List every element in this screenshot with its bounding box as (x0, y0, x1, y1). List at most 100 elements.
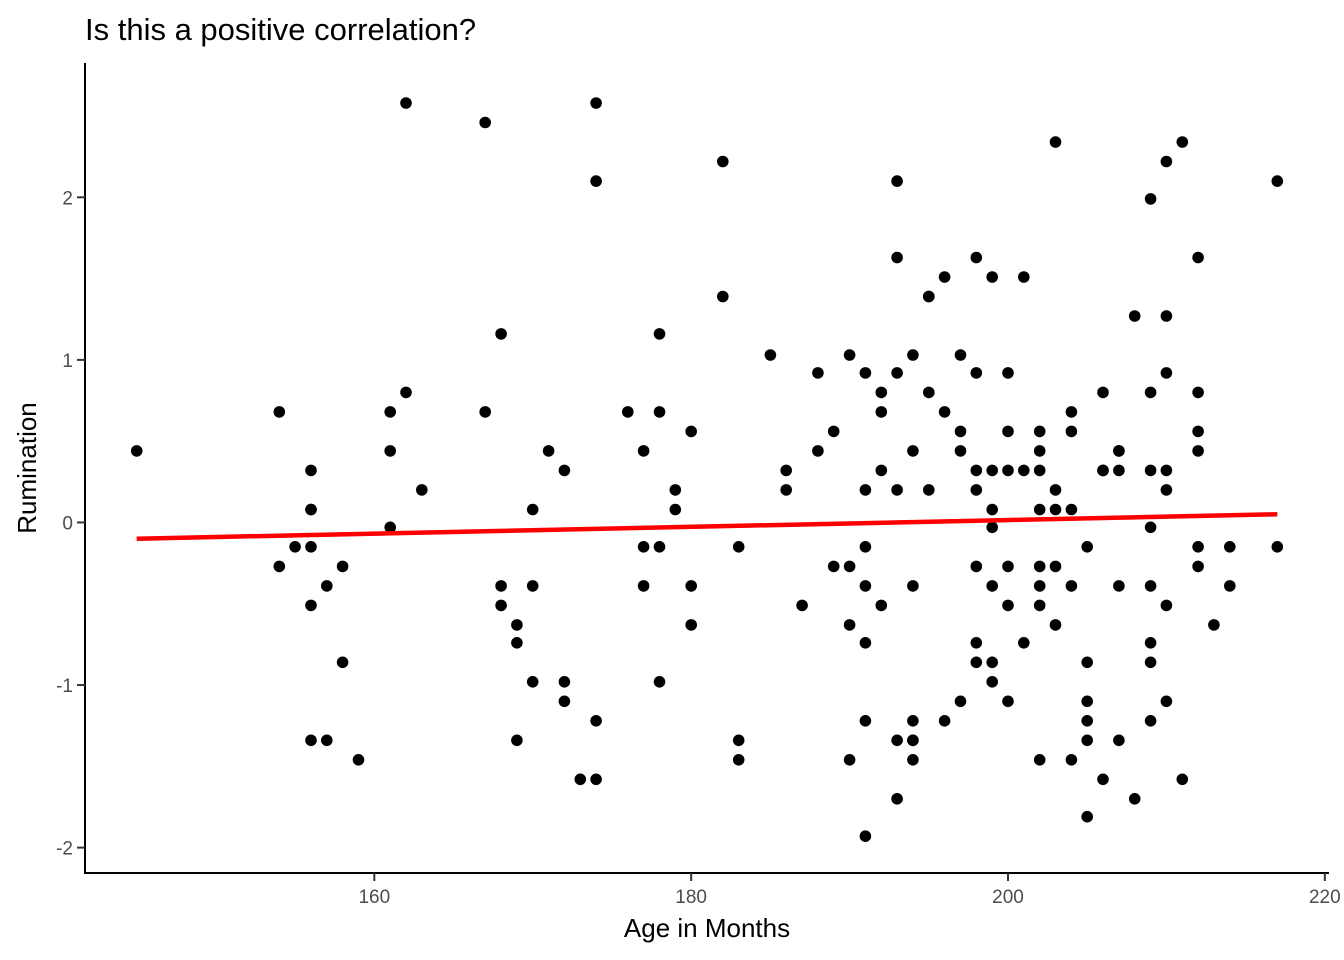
data-point (1192, 425, 1204, 438)
data-point (986, 271, 998, 283)
data-point (558, 695, 571, 708)
data-point (875, 386, 888, 399)
trend-layer (136, 512, 1278, 541)
data-point (495, 328, 507, 340)
data-point (558, 676, 571, 688)
data-point (1192, 541, 1204, 553)
data-point (907, 734, 919, 747)
data-point (416, 484, 428, 496)
data-point (1144, 656, 1157, 669)
data-point (1160, 695, 1173, 708)
data-point (907, 715, 919, 727)
data-point (970, 484, 983, 496)
data-point (1033, 580, 1046, 592)
data-point (812, 445, 824, 457)
data-point (590, 715, 602, 727)
data-point (1065, 425, 1078, 438)
data-point (1160, 310, 1173, 322)
data-point (827, 560, 840, 573)
data-point (970, 464, 983, 477)
chart-title: Is this a positive correlation? (85, 12, 476, 47)
data-point (1097, 773, 1109, 786)
data-point (1208, 619, 1220, 631)
data-point (1160, 464, 1173, 477)
data-point (923, 386, 935, 399)
x-tick-label: 160 (358, 887, 390, 908)
data-point (859, 367, 872, 379)
data-point (938, 406, 951, 418)
data-point (907, 580, 919, 592)
data-point (400, 386, 412, 399)
data-point (907, 754, 919, 766)
data-point (907, 445, 919, 457)
data-point (1192, 386, 1204, 399)
data-point (954, 425, 967, 438)
data-point (1097, 386, 1109, 399)
data-point (1113, 464, 1125, 477)
data-point (732, 734, 745, 747)
data-point (923, 290, 935, 303)
data-point (1049, 136, 1062, 148)
data-point (780, 484, 792, 496)
data-point (1033, 503, 1046, 516)
data-point (812, 367, 824, 379)
data-point (384, 406, 397, 418)
data-point (653, 406, 666, 418)
data-point (1128, 793, 1141, 805)
data-point (1081, 656, 1093, 669)
data-point (1081, 541, 1093, 553)
data-point (1144, 637, 1157, 649)
data-point (336, 560, 349, 573)
data-point (1271, 541, 1284, 553)
data-point (1018, 464, 1030, 477)
data-point (305, 503, 317, 516)
data-point (1160, 367, 1173, 379)
data-point (954, 445, 967, 457)
data-point (1113, 445, 1125, 457)
data-point (1144, 580, 1157, 592)
data-point (970, 560, 983, 573)
data-point (1144, 193, 1157, 205)
data-point (400, 97, 412, 109)
data-point (938, 715, 951, 727)
data-point (1018, 637, 1030, 649)
data-point (653, 328, 666, 340)
y-tick-label: 2 (62, 188, 73, 209)
data-point (970, 251, 983, 264)
data-point (1224, 580, 1236, 592)
data-point (717, 290, 729, 303)
data-point (986, 464, 998, 477)
y-tick-label: 1 (62, 351, 73, 372)
data-point (1049, 560, 1062, 573)
data-point (1192, 445, 1204, 457)
data-point (1018, 271, 1030, 283)
data-point (859, 830, 872, 842)
data-point (289, 541, 301, 553)
data-point (1002, 367, 1014, 379)
data-point (1081, 695, 1093, 708)
data-point (1081, 715, 1093, 727)
x-tick-label: 180 (675, 887, 707, 908)
x-axis-title: Age in Months (624, 913, 790, 943)
data-point (1065, 580, 1078, 592)
data-point (653, 676, 666, 688)
x-tick-label: 220 (1309, 887, 1341, 908)
data-point (875, 599, 888, 612)
data-point (1113, 580, 1125, 592)
data-point (511, 619, 523, 631)
data-point (526, 580, 539, 592)
data-point (1002, 425, 1014, 438)
y-tick-label: -2 (56, 839, 73, 860)
data-point (859, 541, 872, 553)
data-point (891, 793, 903, 805)
y-tick-label: -1 (56, 676, 73, 697)
data-point (986, 656, 998, 669)
y-axis-ticks: -2 -1 0 1 2 (56, 188, 85, 860)
data-point (637, 541, 650, 553)
data-point (1002, 560, 1014, 573)
data-point (1144, 386, 1157, 399)
data-point (827, 425, 840, 438)
data-point (970, 367, 983, 379)
data-point (986, 580, 998, 592)
